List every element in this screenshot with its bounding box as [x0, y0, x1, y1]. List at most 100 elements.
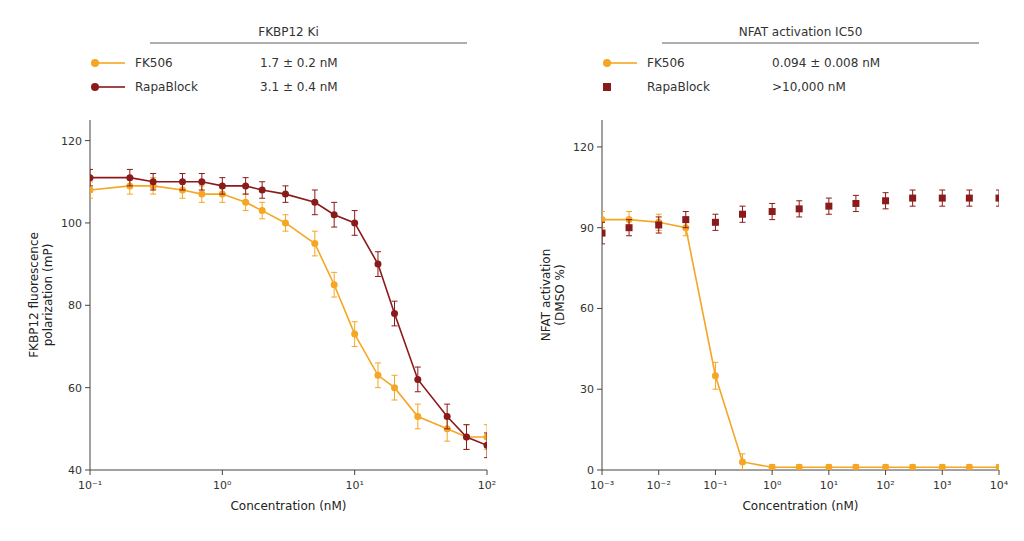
- error-cap: [312, 231, 318, 232]
- x-tick-label: 10¹: [345, 479, 363, 492]
- error-bar: [939, 190, 945, 206]
- error-cap: [683, 235, 689, 236]
- error-bar: [712, 214, 718, 230]
- x-tick: [602, 470, 603, 475]
- error-cap: [282, 231, 288, 232]
- error-cap: [853, 195, 859, 196]
- error-cap: [602, 243, 605, 244]
- plot-area: [602, 190, 999, 470]
- data-point: [259, 187, 266, 194]
- data-point: [996, 195, 1000, 202]
- error-bar: [331, 272, 337, 297]
- y-tick-label: 90: [580, 222, 594, 235]
- legend-rule: [662, 43, 979, 44]
- error-cap: [656, 216, 662, 217]
- error-bar: [826, 465, 832, 470]
- x-tick-label: 10⁻²: [647, 479, 671, 492]
- error-bar: [883, 193, 889, 209]
- data-point: [374, 372, 381, 379]
- data-point: [414, 413, 421, 420]
- legend-value: 3.1 ± 0.4 nM: [260, 80, 338, 94]
- x-axis-label: Concentration (nM): [230, 499, 346, 513]
- x-tick: [354, 470, 355, 475]
- data-point: [484, 442, 488, 449]
- legend-title: NFAT activation IC50: [739, 25, 863, 39]
- error-cap: [464, 424, 470, 425]
- panel: 10⁻³10⁻²10⁻¹10⁰10¹10²10³10⁴0306090120Con…: [539, 25, 1009, 513]
- error-cap: [769, 219, 775, 220]
- legend-marker: [91, 59, 99, 67]
- series-line: [90, 178, 487, 446]
- data-point: [739, 458, 746, 465]
- error-cap: [375, 362, 381, 363]
- y-tick: [597, 308, 602, 309]
- data-point: [282, 219, 289, 226]
- error-bar: [602, 222, 605, 244]
- error-bar: [392, 375, 398, 400]
- error-cap: [484, 432, 487, 433]
- data-point: [655, 222, 662, 229]
- y-axis-label-line: FKBP12 fluorescence: [27, 232, 41, 358]
- error-cap: [352, 321, 358, 322]
- legend-title: FKBP12 Ki: [258, 25, 319, 39]
- error-cap: [219, 177, 225, 178]
- x-tick-label: 10²: [478, 479, 496, 492]
- error-cap: [826, 198, 832, 199]
- error-cap: [199, 202, 205, 203]
- data-point: [484, 434, 488, 441]
- error-bar: [796, 201, 802, 217]
- error-cap: [484, 457, 487, 458]
- data-point: [198, 178, 205, 185]
- x-tick-label: 10⁻¹: [703, 479, 727, 492]
- y-tick: [85, 222, 90, 223]
- data-point: [626, 224, 633, 231]
- data-point: [198, 191, 205, 198]
- error-cap: [150, 190, 156, 191]
- error-cap: [910, 206, 916, 207]
- y-axis: [602, 120, 603, 470]
- data-point: [882, 197, 889, 204]
- error-bar: [712, 362, 718, 389]
- data-point: [966, 464, 973, 470]
- error-cap: [796, 216, 802, 217]
- data-point: [825, 464, 832, 470]
- error-bar: [352, 211, 358, 236]
- legend-value: 0.094 ± 0.008 nM: [772, 56, 880, 70]
- error-cap: [712, 362, 718, 363]
- y-tick-label: 30: [580, 383, 594, 396]
- data-point: [909, 464, 916, 470]
- data-point: [219, 182, 226, 189]
- legend-line: [95, 62, 125, 64]
- error-cap: [199, 173, 205, 174]
- error-bar: [127, 169, 133, 185]
- legend-entry: FK506: [647, 56, 685, 70]
- error-bar: [626, 220, 632, 236]
- error-cap: [739, 222, 745, 223]
- error-cap: [392, 325, 398, 326]
- x-tick-label: 10⁻¹: [78, 479, 102, 492]
- error-bar: [259, 182, 265, 198]
- error-bar: [656, 214, 662, 230]
- error-bar: [352, 322, 358, 347]
- error-cap: [282, 214, 288, 215]
- figure: 10⁻¹10⁰10¹10²406080100120Concentration (…: [0, 0, 1024, 541]
- x-tick: [885, 470, 886, 475]
- error-bar: [375, 363, 381, 388]
- error-cap: [312, 255, 318, 256]
- error-cap: [444, 404, 450, 405]
- error-cap: [464, 449, 470, 450]
- error-cap: [179, 190, 185, 191]
- error-bar: [179, 174, 185, 190]
- legend-line: [95, 86, 125, 88]
- error-cap: [259, 202, 265, 203]
- data-point: [682, 216, 689, 223]
- data-point: [90, 187, 94, 194]
- error-cap: [602, 222, 605, 223]
- error-cap: [883, 208, 889, 209]
- x-tick-label: 10³: [933, 479, 951, 492]
- error-cap: [219, 202, 225, 203]
- x-tick-label: 10⁴: [990, 479, 1009, 492]
- error-cap: [243, 194, 249, 195]
- data-point: [311, 199, 318, 206]
- y-tick: [597, 146, 602, 147]
